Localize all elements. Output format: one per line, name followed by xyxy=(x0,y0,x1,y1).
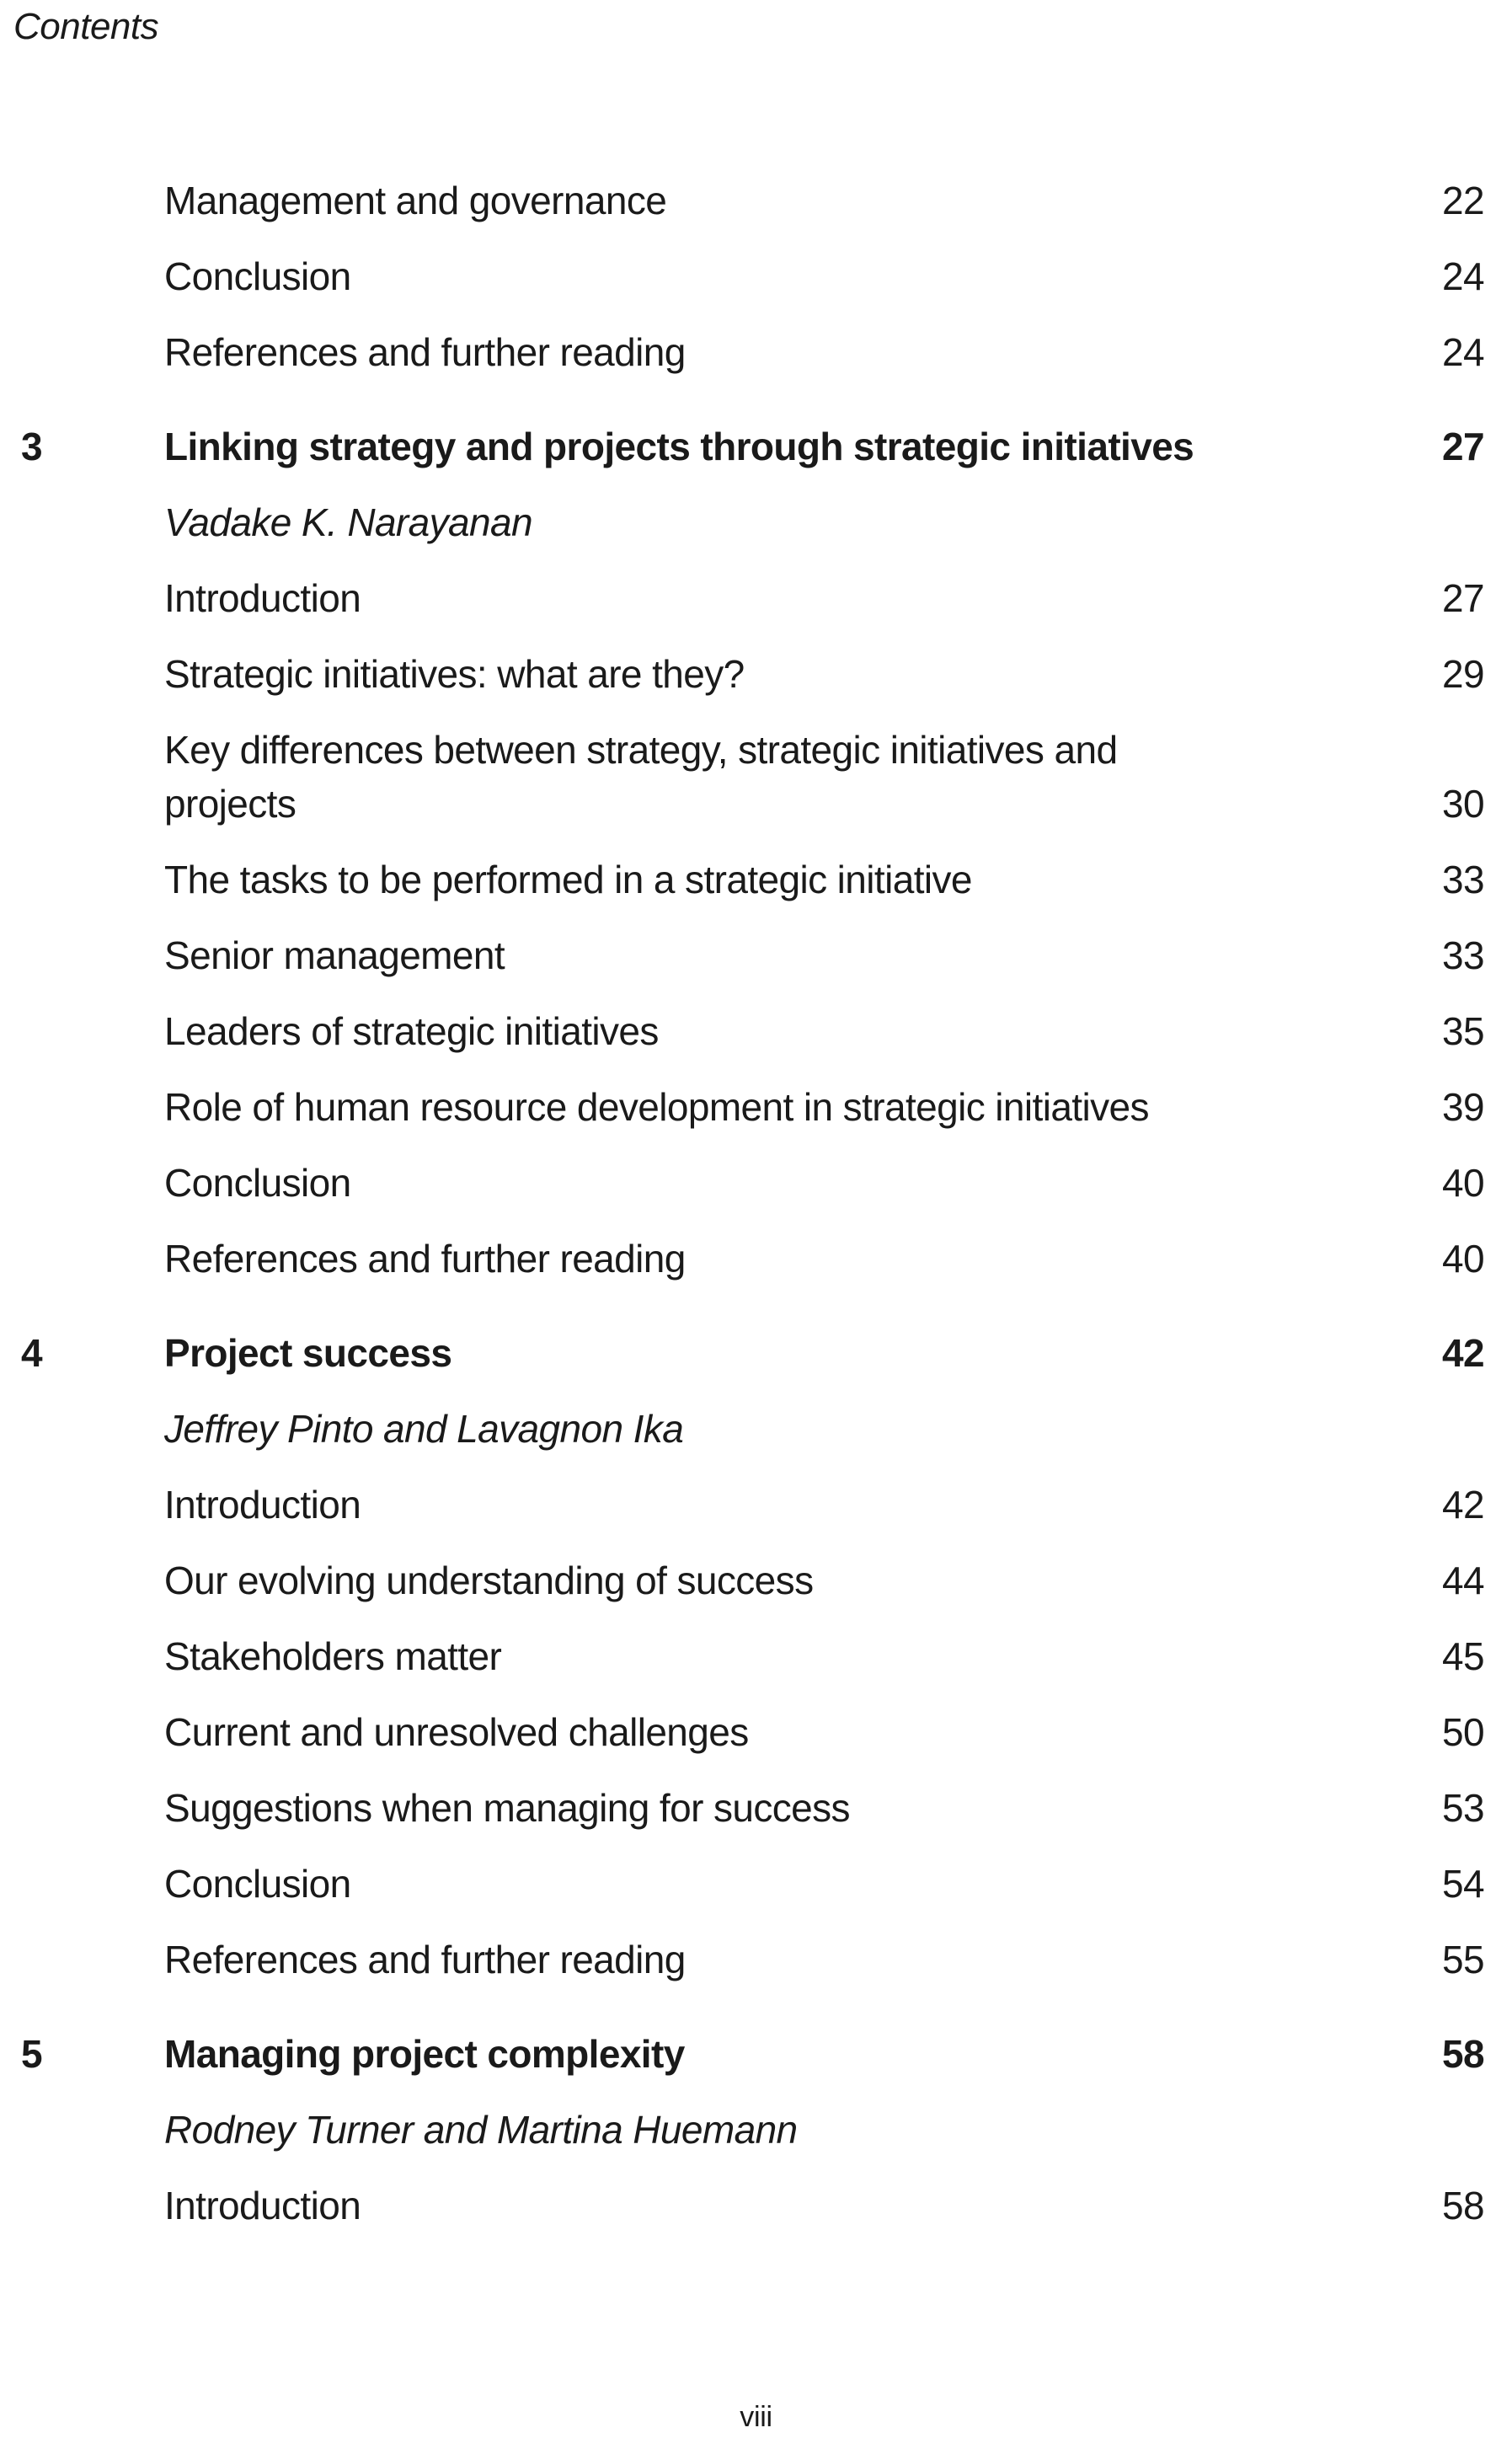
toc-entry-section: Conclusion 54 xyxy=(21,1857,1485,1911)
entry-page-number: 29 xyxy=(1442,652,1485,696)
entry-page-number: 44 xyxy=(1442,1559,1485,1602)
toc-entry-chapter: 5 Managing project complexity 58 xyxy=(21,2027,1485,2081)
entry-page-number: 53 xyxy=(1442,1786,1485,1830)
entry-title: Introduction xyxy=(164,1483,361,1527)
entry-page-number: 24 xyxy=(1442,330,1485,374)
entry-page-number: 54 xyxy=(1442,1862,1485,1906)
entry-page-number: 27 xyxy=(1442,576,1485,620)
entry-title: Project success xyxy=(164,1331,452,1375)
chapter-number: 4 xyxy=(21,1331,43,1375)
toc-entry-section: References and further reading 55 xyxy=(21,1933,1485,1986)
entry-title: Leaders of strategic initiatives xyxy=(164,1009,659,1053)
toc-entry-section: Leaders of strategic initiatives 35 xyxy=(21,1004,1485,1058)
toc-entry-section: Strategic initiatives: what are they? 29 xyxy=(21,647,1485,701)
entry-title: Introduction xyxy=(164,2184,361,2227)
entry-title: Management and governance xyxy=(164,179,667,222)
entry-page-number: 42 xyxy=(1442,1331,1485,1375)
entry-title: Current and unresolved challenges xyxy=(164,1710,749,1754)
entry-title: References and further reading xyxy=(164,1237,686,1281)
toc-entry-section: References and further reading 40 xyxy=(21,1232,1485,1286)
toc-entry-section: Current and unresolved challenges 50 xyxy=(21,1705,1485,1759)
entry-title: References and further reading xyxy=(164,330,686,374)
entry-page-number: 27 xyxy=(1442,425,1485,468)
table-of-contents: Management and governance 22 Conclusion 24 R… xyxy=(21,174,1485,2254)
toc-entry-section: Introduction 58 xyxy=(21,2179,1485,2232)
entry-title: Introduction xyxy=(164,576,361,620)
entry-page-number: 40 xyxy=(1442,1237,1485,1281)
entry-page-number: 24 xyxy=(1442,254,1485,298)
toc-entry-section: Introduction 42 xyxy=(21,1478,1485,1532)
entry-page-number: 33 xyxy=(1442,933,1485,977)
toc-entry-section: Introduction 27 xyxy=(21,571,1485,625)
entry-title: Key differences between strategy, strate… xyxy=(164,728,1118,826)
entry-title: Suggestions when managing for success xyxy=(164,1786,851,1830)
author-line: Rodney Turner and Martina Huemann xyxy=(164,2108,798,2152)
author-line: Jeffrey Pinto and Lavagnon Ika xyxy=(164,1407,684,1451)
toc-entry-chapter: 4 Project success 42 xyxy=(21,1326,1485,1380)
toc-entry-section: Management and governance 22 xyxy=(21,174,1485,227)
contents-running-head: Contents xyxy=(13,6,159,47)
entry-page-number: 40 xyxy=(1442,1161,1485,1205)
entry-title: Stakeholders matter xyxy=(164,1634,502,1678)
entry-page-number: 50 xyxy=(1442,1710,1485,1754)
toc-entry-section: Senior management 33 xyxy=(21,928,1485,982)
toc-entry-author: Vadake K. Narayanan xyxy=(21,495,1484,549)
entry-page-number: 55 xyxy=(1442,1938,1485,1981)
toc-entry-author: Jeffrey Pinto and Lavagnon Ika xyxy=(21,1402,1484,1456)
entry-page-number: 30 xyxy=(1442,782,1485,826)
entry-title: Linking strategy and projects through st… xyxy=(164,425,1194,468)
entry-title: References and further reading xyxy=(164,1938,686,1981)
entry-title: The tasks to be performed in a strategic… xyxy=(164,858,972,901)
toc-entry-section: Our evolving understanding of success 44 xyxy=(21,1553,1485,1607)
entry-page-number: 22 xyxy=(1442,179,1485,222)
toc-entry-section: Stakeholders matter 45 xyxy=(21,1629,1485,1683)
chapter-number: 3 xyxy=(21,425,43,468)
entry-page-number: 58 xyxy=(1442,2032,1485,2076)
toc-entry-chapter: 3 Linking strategy and projects through s… xyxy=(21,420,1485,473)
toc-entry-section: Role of human resource development in st… xyxy=(21,1080,1485,1134)
entry-page-number: 35 xyxy=(1442,1009,1485,1053)
toc-entry-section: References and further reading 24 xyxy=(21,325,1485,379)
entry-title: Conclusion xyxy=(164,1161,351,1205)
toc-entry-section: Conclusion 24 xyxy=(21,249,1485,303)
entry-title: Strategic initiatives: what are they? xyxy=(164,652,745,696)
author-line: Vadake K. Narayanan xyxy=(164,500,533,544)
entry-page-number: 39 xyxy=(1442,1085,1485,1129)
toc-entry-section: Conclusion 40 xyxy=(21,1156,1485,1210)
entry-title: Managing project complexity xyxy=(164,2032,685,2076)
entry-page-number: 58 xyxy=(1442,2184,1485,2227)
entry-title: Role of human resource development in st… xyxy=(164,1085,1149,1129)
chapter-number: 5 xyxy=(21,2032,43,2076)
entry-title: Conclusion xyxy=(164,1862,351,1906)
page-number-folio: viii xyxy=(740,2401,772,2433)
entry-page-number: 45 xyxy=(1442,1634,1485,1678)
toc-entry-section: Key differences between strategy, strate… xyxy=(21,723,1485,831)
entry-page-number: 33 xyxy=(1442,858,1485,901)
toc-entry-section: The tasks to be performed in a strategic… xyxy=(21,853,1485,906)
entry-title: Senior management xyxy=(164,933,505,977)
entry-page-number: 42 xyxy=(1442,1483,1485,1527)
entry-title: Conclusion xyxy=(164,254,351,298)
entry-title: Our evolving understanding of success xyxy=(164,1559,814,1602)
toc-entry-section: Suggestions when managing for success 53 xyxy=(21,1781,1485,1835)
toc-entry-author: Rodney Turner and Martina Huemann xyxy=(21,2103,1484,2157)
